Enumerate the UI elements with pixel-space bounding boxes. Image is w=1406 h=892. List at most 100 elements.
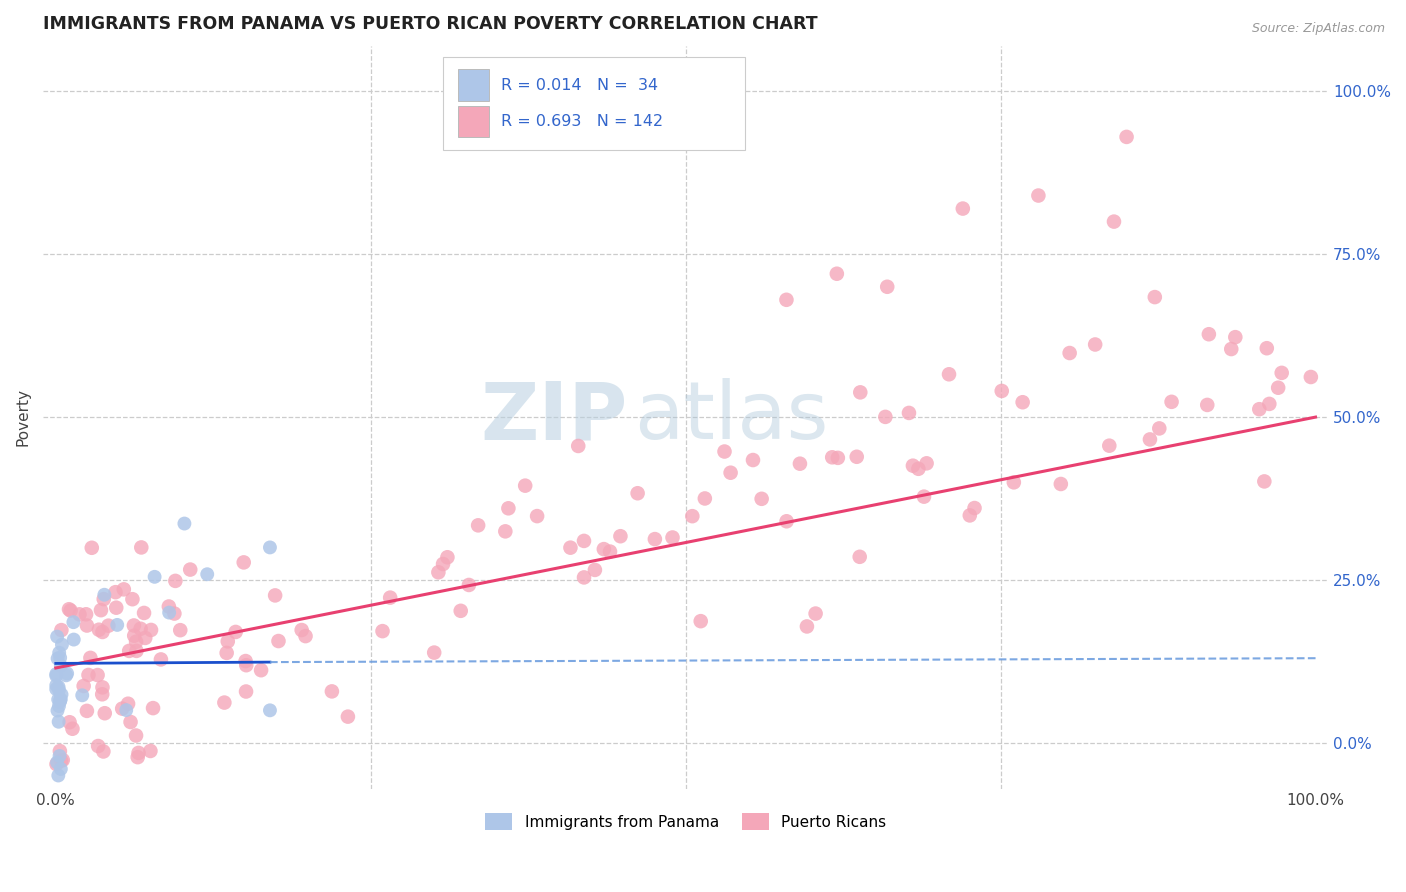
Point xyxy=(86,668,108,682)
Point xyxy=(90,603,112,617)
Point xyxy=(938,368,960,382)
Point xyxy=(1271,366,1294,380)
Point xyxy=(112,582,135,597)
Point xyxy=(55,668,77,682)
Point xyxy=(849,385,872,400)
Point xyxy=(173,516,195,531)
Point xyxy=(93,588,115,602)
Point xyxy=(644,532,666,546)
Point xyxy=(49,694,72,708)
Point xyxy=(1220,342,1243,356)
Point xyxy=(48,699,70,714)
Point xyxy=(1143,290,1166,304)
Point xyxy=(560,541,582,555)
Point xyxy=(1253,475,1275,489)
Point xyxy=(259,541,281,555)
Point xyxy=(62,632,84,647)
Point xyxy=(73,679,96,693)
Point xyxy=(1198,327,1220,342)
Point xyxy=(70,688,93,702)
Point xyxy=(845,450,868,464)
Point xyxy=(46,768,69,782)
Point xyxy=(122,618,145,632)
Point xyxy=(51,638,73,652)
Text: R = 0.014   N =  34: R = 0.014 N = 34 xyxy=(501,78,658,93)
Point xyxy=(48,748,70,763)
Point xyxy=(827,450,849,465)
FancyBboxPatch shape xyxy=(458,106,489,137)
Point xyxy=(775,293,797,307)
Point xyxy=(49,754,72,768)
Point xyxy=(775,514,797,528)
Point xyxy=(105,618,128,632)
Point xyxy=(69,607,91,622)
Point xyxy=(291,623,314,637)
Point xyxy=(46,692,69,706)
Point xyxy=(46,756,69,770)
Point xyxy=(990,384,1012,398)
Point xyxy=(77,668,100,682)
Point xyxy=(609,529,631,543)
Point xyxy=(380,591,402,605)
Point xyxy=(87,739,110,753)
Point xyxy=(49,692,72,706)
Point xyxy=(567,439,589,453)
Point xyxy=(1225,330,1247,344)
Point xyxy=(149,652,172,666)
Point xyxy=(821,450,844,465)
Point xyxy=(118,644,141,658)
Point xyxy=(235,684,257,698)
Point xyxy=(49,658,72,673)
Point xyxy=(661,531,683,545)
Point xyxy=(128,746,150,760)
Point xyxy=(907,462,929,476)
Point xyxy=(52,753,75,767)
Point xyxy=(132,606,155,620)
Point xyxy=(264,588,287,602)
Point xyxy=(217,634,239,648)
Point xyxy=(235,654,257,668)
Point xyxy=(45,678,67,692)
Point xyxy=(267,634,290,648)
Point xyxy=(46,704,69,718)
Point xyxy=(912,490,935,504)
Point xyxy=(76,618,98,632)
Point xyxy=(432,557,454,571)
Point xyxy=(572,570,595,584)
Point xyxy=(1197,398,1219,412)
Point xyxy=(125,634,148,648)
Point xyxy=(87,623,110,637)
Point xyxy=(1011,395,1033,409)
Point xyxy=(117,697,139,711)
Point xyxy=(125,644,148,658)
Point xyxy=(494,524,516,539)
Point xyxy=(142,701,165,715)
Point xyxy=(91,687,114,701)
Point xyxy=(125,729,148,743)
Point xyxy=(848,549,870,564)
Point xyxy=(215,646,238,660)
Point xyxy=(599,544,621,558)
Point xyxy=(105,600,128,615)
Point xyxy=(963,501,986,516)
Point xyxy=(122,629,145,643)
Point xyxy=(825,267,848,281)
Point xyxy=(49,762,72,776)
Point xyxy=(94,706,117,721)
Point xyxy=(62,722,84,736)
Point xyxy=(294,629,316,643)
Point xyxy=(129,541,152,555)
Point xyxy=(1115,129,1137,144)
Point xyxy=(45,681,67,696)
Point xyxy=(157,599,180,614)
Point xyxy=(450,604,472,618)
Point xyxy=(143,570,166,584)
Point xyxy=(51,688,73,702)
Point xyxy=(58,602,80,616)
Point xyxy=(1098,439,1121,453)
Point xyxy=(169,623,191,637)
Point xyxy=(1299,370,1322,384)
Point xyxy=(1102,214,1125,228)
Point xyxy=(515,478,537,492)
Point xyxy=(1050,477,1073,491)
